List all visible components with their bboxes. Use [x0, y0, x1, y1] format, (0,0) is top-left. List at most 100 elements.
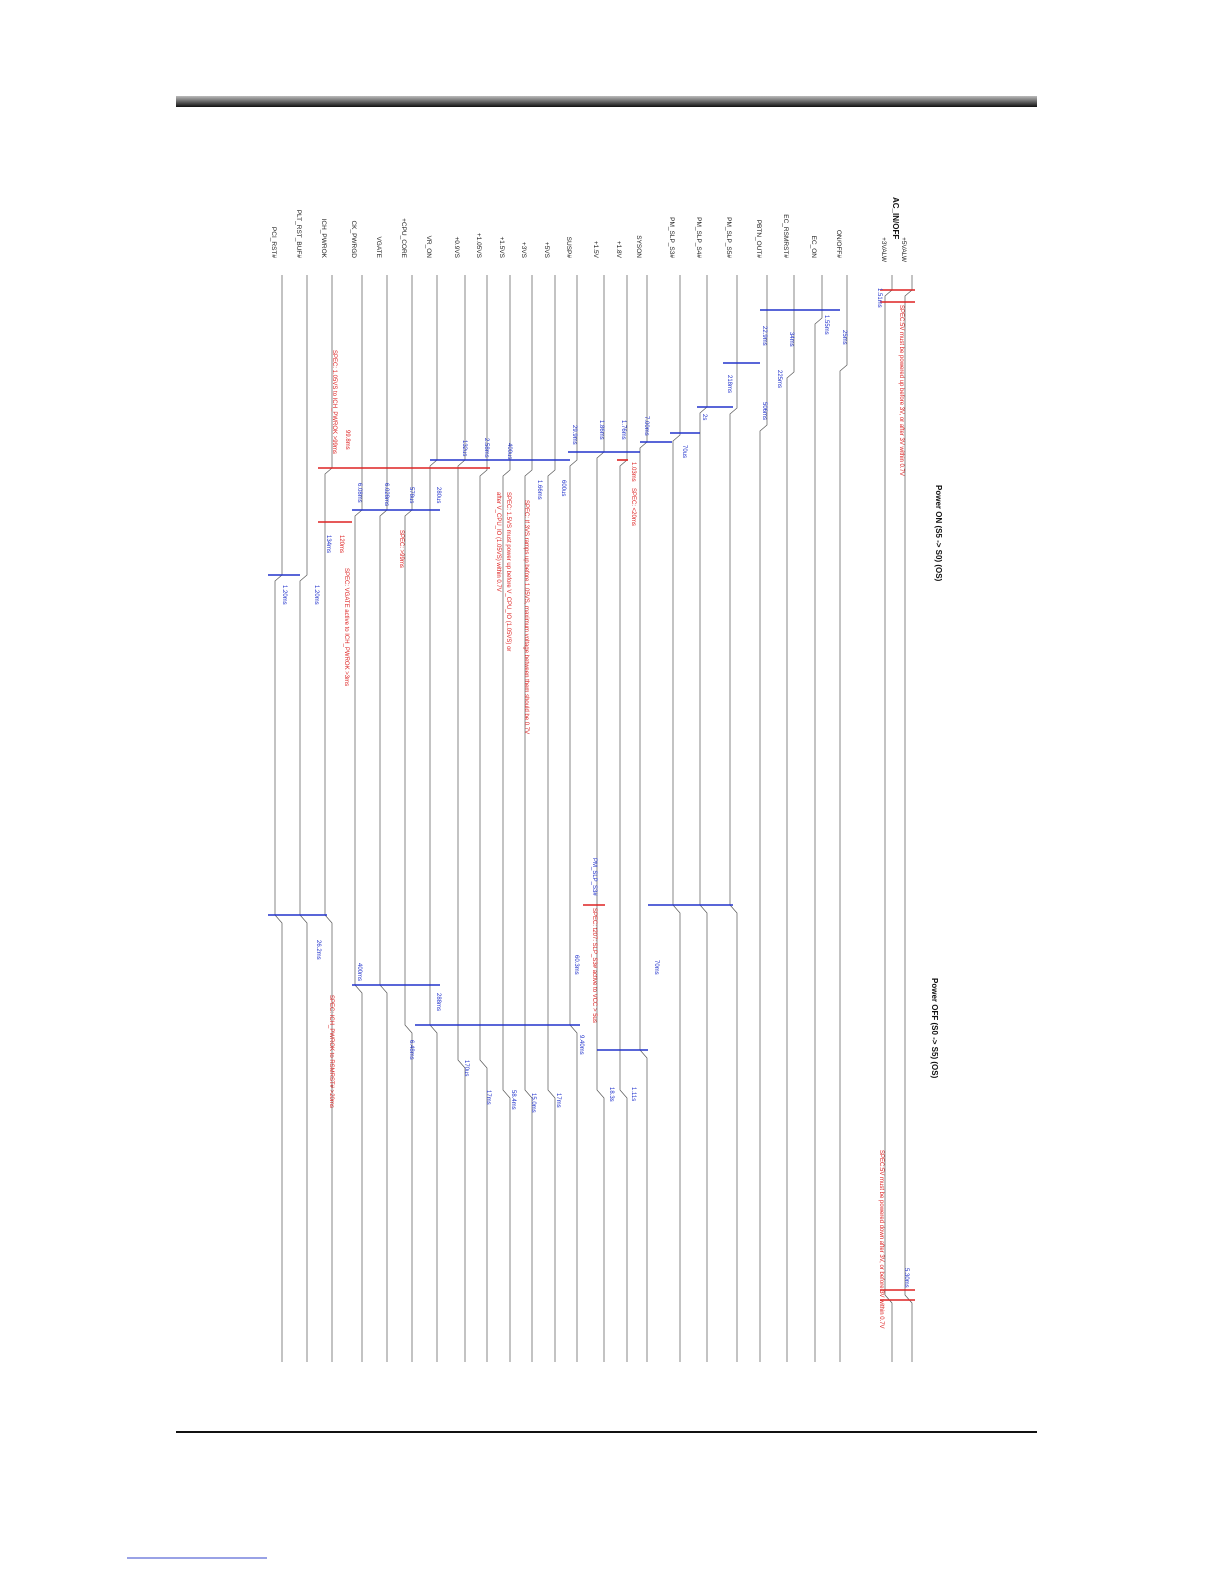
signal-label: VGATE [375, 236, 382, 258]
annotation: 170us [463, 1060, 469, 1076]
signal-label: PM_SLP_S4# [695, 217, 702, 258]
signal-waveform [786, 275, 795, 1362]
signal-label: +1.5V [592, 241, 599, 259]
annotation: 2s [701, 414, 707, 420]
group-label: AC_IN/OFF [891, 197, 900, 239]
signal-waveform [569, 275, 578, 1362]
header-bar [176, 96, 1037, 107]
annotation: SPEC: 1.05VS to ICH_PWROK >99ms [331, 350, 337, 454]
annotation: 506ms [761, 402, 767, 420]
signal-waveform [699, 275, 708, 1362]
signal-waveform [814, 275, 823, 1362]
signal-waveform [547, 275, 556, 1362]
signal-waveform [672, 275, 681, 1362]
signal-waveform [639, 275, 648, 1362]
annotation: 17ms [485, 1090, 491, 1105]
signal-label: ICH_PWROK [320, 219, 327, 259]
annotation: SPEC: VGATE active to ICH_PWROK >3ms [343, 568, 349, 686]
annotation: 400ms [356, 963, 362, 981]
signal-waveform [904, 275, 913, 1362]
annotation: 120ms [338, 535, 344, 553]
signal-waveform [729, 275, 738, 1362]
annotation: SPEC: t207: SLP_S3# active to VCC > 5us [591, 908, 597, 1023]
signal-label: +1.05VS [475, 233, 482, 259]
signal-label: PLT_RST_BUF# [295, 210, 302, 259]
annotation: 70ms [653, 960, 659, 975]
signal-waveform [884, 275, 893, 1362]
annotation: 1.11s [630, 1087, 636, 1101]
signal-label: PM_SLP_S5# [725, 217, 732, 258]
signal-label: EC_RSMRST# [782, 214, 789, 258]
signal-waveform [457, 275, 466, 1362]
annotation: 400us [506, 443, 512, 459]
annotation: 1.76ms [620, 420, 626, 440]
signal-label: +1.8V [615, 241, 622, 259]
annotation: 280us [435, 487, 441, 503]
signal-waveform [524, 275, 533, 1362]
signal-waveform [839, 275, 848, 1362]
annotation: 70us [681, 445, 687, 458]
signal-waveform [596, 275, 605, 1362]
signal-label: SYSON [635, 235, 642, 258]
timing-diagram: Power ON (S5 -> S0) (OS) Power OFF (S0 ->… [268, 197, 943, 1362]
signal-label: VR_ON [425, 236, 432, 259]
signal-label: SUSP# [565, 237, 572, 259]
annotation: 1.03ms [630, 462, 636, 482]
signal-label: +CPU_CORE [400, 218, 407, 259]
annotation: 15.0ms [530, 1093, 536, 1113]
annotation: 9.40ms [578, 1035, 584, 1055]
signal-waveform [429, 275, 438, 1362]
annotation: 1.20ms [281, 585, 287, 605]
annotation: 134ms [325, 535, 331, 553]
annotation: 600us [560, 480, 566, 496]
annotation: 132us [461, 440, 467, 456]
annotation: 225ms [776, 370, 782, 388]
signal-waveform [502, 275, 511, 1362]
signal-label: +5VS [543, 242, 550, 259]
signal-waveform [274, 275, 283, 1362]
annotation: 288ms [435, 993, 441, 1011]
signal-label: +5VALW [900, 237, 907, 263]
annotation: 6.028ms [383, 483, 389, 506]
annotation: 17ms [555, 1093, 561, 1108]
annotation: 7.00ms [643, 416, 649, 436]
annotation: 1.86ms [598, 420, 604, 440]
annotation: SPEC:5V must be powered down after 3V, o… [878, 1150, 884, 1329]
signal-label: +3VALW [880, 237, 887, 263]
signal-waveform [619, 275, 628, 1362]
annotation: SPEC: >99ms [398, 530, 404, 568]
signal-label: +3VS [520, 242, 527, 259]
annotation: 60.3ms [573, 955, 579, 975]
signal-label: PM_SLP_S3# [668, 217, 675, 258]
annotation: 25ms [841, 330, 847, 345]
footer-rule [176, 1431, 1037, 1433]
annotation: 1.55ms [823, 315, 829, 335]
signal-waveform [759, 275, 768, 1362]
annotation: SPEC:5V must be powered up before 3V, or… [898, 305, 904, 476]
annotation: 1.20ms [313, 585, 319, 605]
annotation: SPEC: 1.5VS must power up before V_CPU_I… [505, 492, 511, 651]
annotation: 218ms [726, 375, 732, 393]
signal-waveform [324, 275, 333, 1362]
signal-label: PBTN_OUT# [755, 220, 762, 259]
signal-label: EC_ON [810, 236, 817, 259]
annotation: 578us [408, 487, 414, 503]
annotation: 18.3s [608, 1087, 614, 1102]
annotation: 22.9ms [761, 326, 767, 346]
annotation: SPEC: ICH_PWROK to RSMRST# >20ms [328, 995, 334, 1108]
signal-waveform [299, 275, 308, 1362]
annotation: 1.66ms [536, 480, 542, 500]
signal-label: PCI_RST# [270, 227, 277, 258]
annotation: SPEC: <20ms [630, 488, 636, 526]
annotation: 34ms [788, 332, 794, 347]
annotation: 58.4ms [510, 1090, 516, 1110]
signal-waveform [354, 275, 363, 1362]
signal-waveform [404, 275, 413, 1362]
annotation: after V_CPU_IO (1.05VS) within 0.7V [495, 492, 501, 592]
signal-waveform [379, 275, 388, 1362]
annotation: 29.9ms [571, 425, 577, 445]
annotation: 6.08ms [356, 483, 362, 503]
annotation: 99.8ms [344, 430, 350, 450]
annotation: 2.58ms [483, 438, 489, 458]
